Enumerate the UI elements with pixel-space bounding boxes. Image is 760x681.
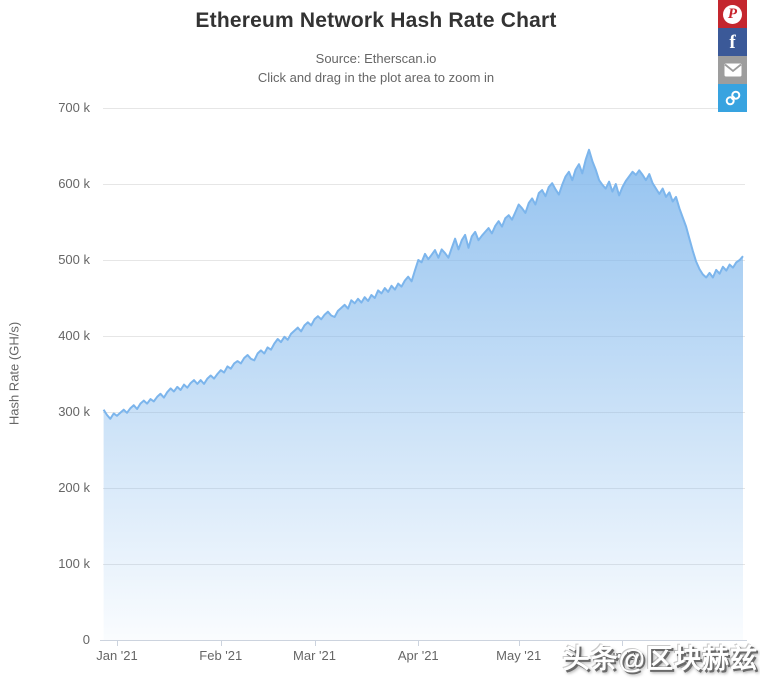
area-series [103,149,744,641]
share-button-stack: P f [718,0,747,112]
chart-title: Ethereum Network Hash Rate Chart [195,9,557,32]
x-tick-label: May '21 [496,648,542,663]
link-share-button[interactable] [718,84,747,112]
chart-subtitle-source: Source: Etherscan.io [315,51,437,66]
y-tick-label: 500 k [58,252,90,267]
x-tick-label: Feb '21 [199,648,243,663]
y-tick-label: 100 k [58,556,90,571]
link-icon [725,90,740,106]
email-icon [723,63,742,77]
y-tick-label: 0 [82,632,90,647]
x-tick-label: Jan '21 [96,648,138,663]
y-tick-label: 600 k [58,176,90,191]
facebook-share-button[interactable]: f [718,28,747,56]
x-tick-label: Jun '21 [601,648,644,663]
watermark-text: 头条@区块赫兹 [562,644,758,674]
y-axis-title: Hash Rate (GH/s) [6,321,22,426]
chart-subtitle-hint: Click and drag in the plot area to zoom … [257,70,495,85]
pinterest-share-button[interactable]: P [718,0,747,28]
y-tick-label: 200 k [58,480,90,495]
y-tick-label: 700 k [58,100,90,115]
x-tick-label: Apr '21 [397,648,439,663]
y-tick-label: 300 k [58,404,90,419]
pinterest-icon: P [723,4,742,24]
x-tick-label: Mar '21 [293,648,336,663]
email-share-button[interactable] [718,56,747,84]
facebook-icon: f [729,31,736,53]
y-tick-label: 400 k [58,328,90,343]
series-line [102,148,744,420]
